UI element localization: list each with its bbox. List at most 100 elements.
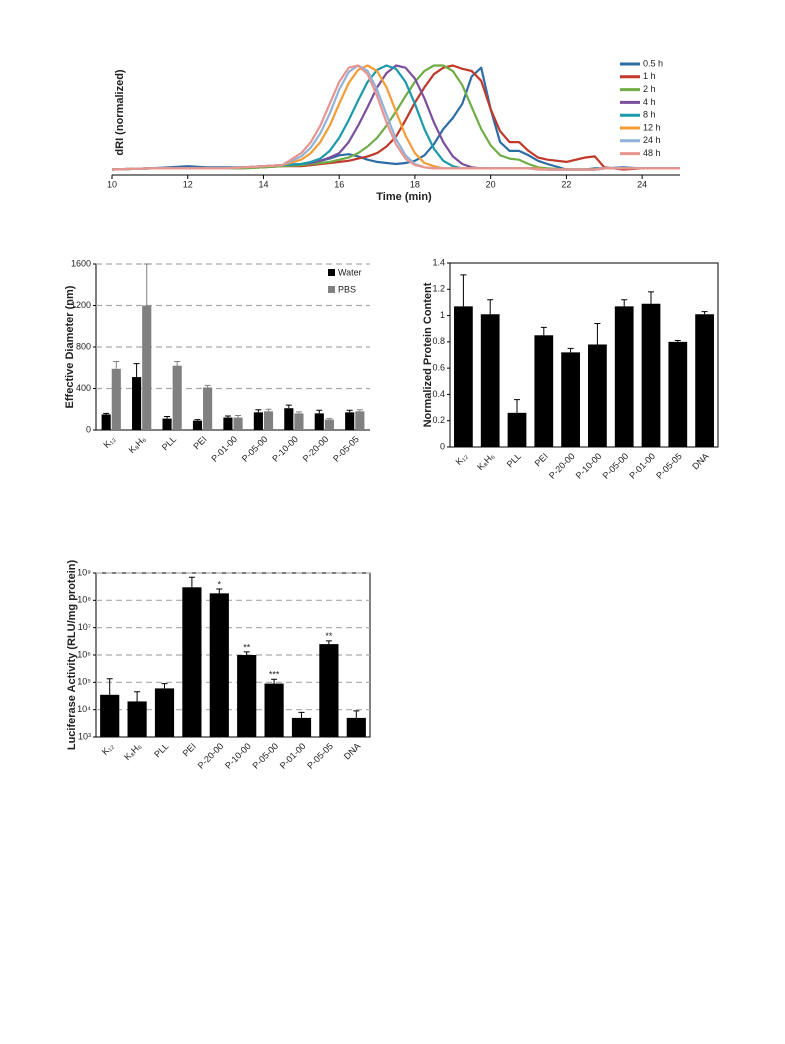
error-bar xyxy=(460,274,467,307)
error-bar xyxy=(298,711,305,718)
x-tick-label: PLL xyxy=(152,741,170,759)
y-tick-label: 10⁴ xyxy=(77,704,91,714)
x-tick-label: PLL xyxy=(160,434,178,452)
x-tick-label: 24 xyxy=(637,179,647,189)
error-bar xyxy=(243,651,250,655)
error-bar xyxy=(161,683,168,689)
x-tick-label: P-10-00 xyxy=(270,434,300,464)
bar xyxy=(172,365,182,430)
error-bar xyxy=(356,409,363,412)
bar xyxy=(588,344,607,447)
x-tick-label: K₈H₆ xyxy=(475,451,496,472)
bar xyxy=(668,341,688,447)
x-tick-label: P-20-00 xyxy=(301,434,331,464)
bar xyxy=(223,417,233,430)
bar xyxy=(346,717,366,737)
x-tick-label: K₁₂ xyxy=(101,434,117,450)
x-tick-label: PEI xyxy=(533,451,550,468)
bar xyxy=(284,408,294,430)
legend-label: Water xyxy=(338,267,362,277)
error-bar xyxy=(216,588,223,594)
y-tick-label: 10⁶ xyxy=(77,649,91,659)
error-bar xyxy=(621,299,628,307)
bar xyxy=(132,377,142,430)
y-tick-label: 0.4 xyxy=(432,389,445,399)
x-tick-label: K₁₂ xyxy=(100,741,116,757)
bar xyxy=(263,411,274,430)
x-tick-label: 14 xyxy=(258,179,268,189)
bar xyxy=(480,314,500,447)
series-line xyxy=(111,64,680,171)
bar xyxy=(355,411,365,430)
error-bar xyxy=(188,576,195,588)
x-tick-label: P-10-00 xyxy=(574,451,604,481)
bar xyxy=(127,701,147,737)
bar xyxy=(192,420,203,430)
x-tick-label: P-05-00 xyxy=(250,741,280,771)
error-bar xyxy=(235,414,242,418)
annotation: * xyxy=(218,579,222,589)
error-bar xyxy=(316,409,323,414)
legend-label: 8 h xyxy=(643,110,656,120)
x-tick-label: P-01-00 xyxy=(627,451,657,481)
series-line xyxy=(111,64,680,171)
legend-swatch xyxy=(328,269,335,276)
y-tick-label: 0.8 xyxy=(432,336,445,346)
error-bar xyxy=(487,299,494,315)
y-axis-title: dRI (normalized) xyxy=(114,69,126,156)
x-tick-label: P-05-05 xyxy=(654,451,684,481)
x-tick-label: 20 xyxy=(486,179,496,189)
bar xyxy=(203,387,213,430)
x-tick-label: 22 xyxy=(561,179,571,189)
error-bar xyxy=(346,409,353,413)
x-tick-label: K₈H₆ xyxy=(127,434,148,455)
x-tick-label: K₈H₆ xyxy=(122,741,143,762)
series-line xyxy=(111,64,680,171)
legend-label: 2 h xyxy=(643,84,656,94)
bar xyxy=(182,587,202,737)
bar xyxy=(695,314,714,447)
error-bar xyxy=(106,678,113,695)
bar xyxy=(294,413,304,430)
error-bar xyxy=(174,361,181,366)
bar xyxy=(561,352,580,447)
x-tick-label: 10 xyxy=(107,179,117,189)
y-tick-label: 10⁵ xyxy=(77,677,91,687)
annotation: *** xyxy=(269,670,280,680)
bar xyxy=(345,412,355,430)
y-axis-title: Effective Diameter (nm) xyxy=(64,285,76,408)
error-bar xyxy=(326,418,333,420)
legend-label: 0.5 h xyxy=(643,58,663,68)
y-tick-label: 1600 xyxy=(71,258,91,268)
y-axis-title: Normalized Protein Content xyxy=(422,282,434,427)
error-bar xyxy=(133,363,140,378)
error-bar xyxy=(648,291,654,304)
y-tick-label: 10⁸ xyxy=(77,595,91,605)
y-tick-label: 800 xyxy=(76,341,91,351)
x-tick-label: PLL xyxy=(505,451,523,469)
bar xyxy=(614,306,634,447)
y-tick-label: 1200 xyxy=(71,300,91,310)
x-tick-label: DNA xyxy=(342,741,363,762)
legend-label: PBS xyxy=(338,284,356,294)
bar xyxy=(641,303,661,447)
bar xyxy=(209,593,229,737)
legend-label: 4 h xyxy=(643,97,656,107)
error-bar xyxy=(265,408,272,412)
plot-frame xyxy=(449,262,719,448)
bar xyxy=(233,417,243,430)
y-tick-label: 0.6 xyxy=(432,363,445,373)
bar xyxy=(162,418,172,430)
legend-label: 48 h xyxy=(643,148,661,158)
series-line xyxy=(111,64,680,171)
legend-label: 1 h xyxy=(643,71,656,81)
x-tick-label: K₁₂ xyxy=(454,451,470,467)
bar xyxy=(264,683,284,737)
x-tick-label: P-05-05 xyxy=(305,741,335,771)
series-line xyxy=(111,66,680,171)
bar xyxy=(314,413,324,430)
bar xyxy=(291,717,312,737)
x-tick-label: P-20-00 xyxy=(196,741,226,771)
